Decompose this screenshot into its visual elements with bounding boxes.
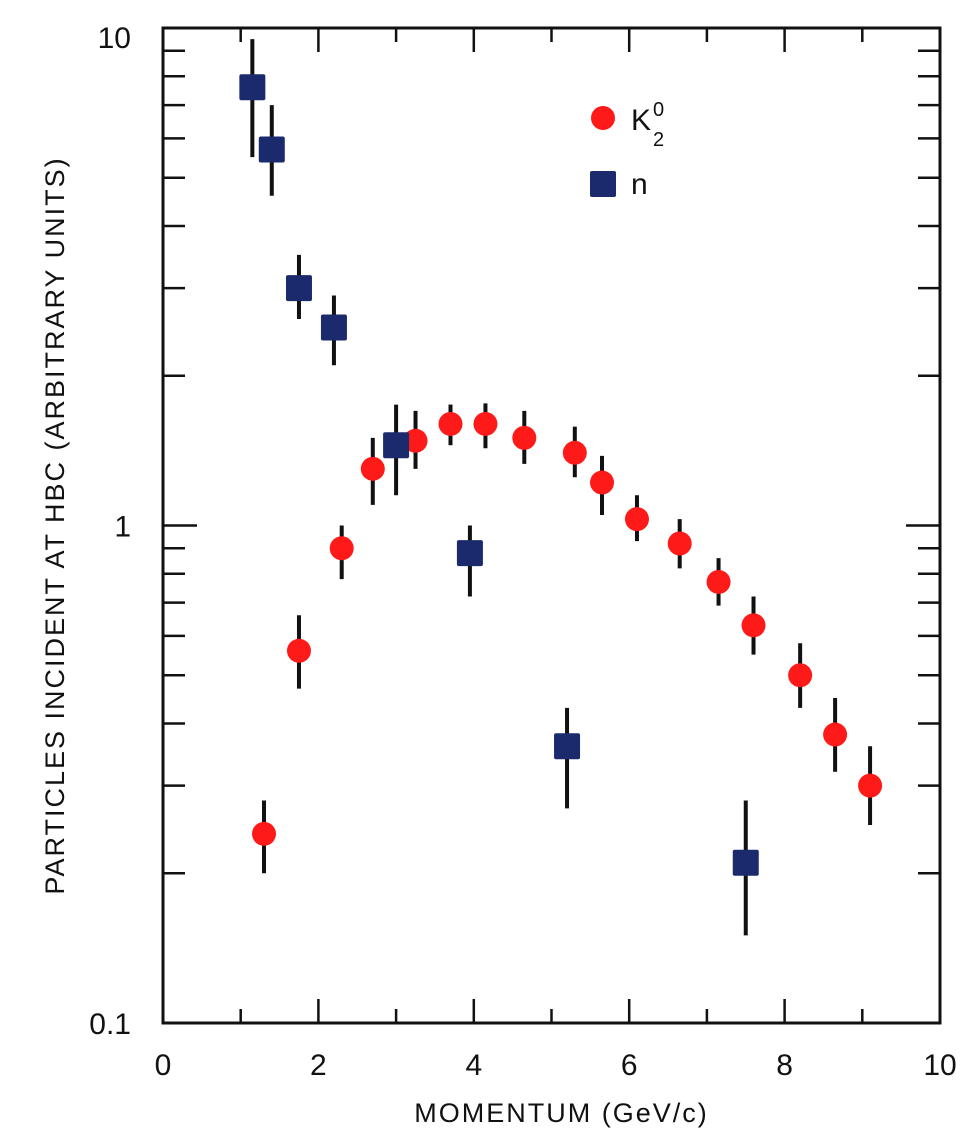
legend-label-n: n [631,168,648,201]
data-point-square-1 [258,136,285,163]
x-tick-label: 10 [923,1049,956,1082]
data-point-square-4 [383,432,410,459]
data-point-circle-7 [512,425,537,450]
data-point-circle-1 [286,638,311,663]
y-tick-label: 10 [98,22,131,55]
data-point-square-6 [554,733,581,760]
axes [161,26,942,1025]
data-point-square-5 [456,540,483,567]
legend-label-k: K [631,104,651,137]
data-point-square-0 [239,74,266,101]
data-point-circle-11 [667,531,692,556]
data-point-circle-13 [741,613,766,638]
x-axis-title: MOMENTUM (GeV/c) [414,1098,709,1128]
y-tick-label: 0.1 [89,1008,131,1041]
legend-marker-square [590,171,616,197]
x-tick-label: 2 [310,1049,327,1082]
x-tick-label: 4 [465,1049,482,1082]
data-point-circle-14 [788,663,813,688]
plot-frame [161,26,942,1025]
data-points [239,74,883,876]
data-point-square-3 [320,314,347,341]
x-tick-label: 0 [155,1049,172,1082]
data-point-circle-2 [329,536,354,561]
legend-label-subscript: 2 [653,129,664,151]
data-point-circle-3 [360,456,385,481]
data-point-circle-16 [858,773,883,798]
data-point-square-7 [732,849,759,876]
ticks: 0 2 4 6 8 10 0.1 1 10 [89,22,956,1082]
x-tick-label: 8 [776,1049,793,1082]
y-tick-label: 1 [114,511,131,544]
legend: K 0 2n [590,99,664,201]
error-bars [250,39,873,936]
data-point-circle-9 [590,470,615,495]
data-point-square-2 [285,275,312,302]
data-point-circle-8 [562,440,587,465]
data-point-circle-5 [438,411,463,436]
data-point-circle-6 [473,411,498,436]
x-tick-label: 6 [621,1049,638,1082]
axis-titles: MOMENTUM (GeV/c) PARTICLES INCIDENT AT HB… [40,156,709,1128]
data-point-circle-4 [403,428,428,453]
legend-label-superscript: 0 [653,99,664,121]
data-point-circle-12 [706,569,731,594]
data-point-circle-15 [823,722,848,747]
data-point-circle-10 [624,507,649,532]
y-axis-title: PARTICLES INCIDENT AT HBC (ARBITRARY UNI… [40,156,70,894]
legend-marker-circle [591,106,615,130]
data-point-circle-0 [252,821,277,846]
